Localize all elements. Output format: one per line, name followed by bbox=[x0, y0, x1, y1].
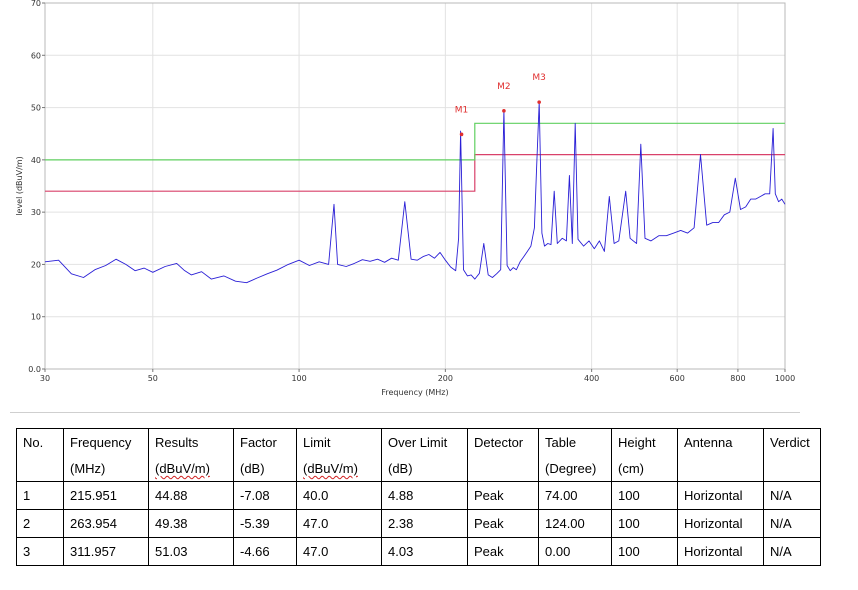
marker-point bbox=[459, 132, 464, 137]
cell-table: 74.00 bbox=[538, 481, 612, 510]
y-tick-label: 20 bbox=[31, 260, 41, 269]
table-header-row: No. Frequency (MHz) Results (dBuV/m) Facto… bbox=[16, 428, 821, 482]
cell-detector: Peak bbox=[467, 537, 539, 566]
cell-results: 44.88 bbox=[148, 481, 234, 510]
marker-point bbox=[537, 100, 541, 104]
cell-results: 51.03 bbox=[148, 537, 234, 566]
y-tick-label: 30 bbox=[31, 208, 41, 217]
chart-svg: 0.0 10 20 30 40 50 60 70 30 50 100 200 400 600 800 1000… bbox=[15, 0, 795, 397]
cell-detector: Peak bbox=[467, 509, 539, 538]
header-cell-over-limit: Over Limit (dB) bbox=[381, 428, 468, 482]
y-tick-label: 50 bbox=[31, 104, 41, 113]
limit-line bbox=[45, 122, 785, 161]
x-axis-title: Frequency (MHz) bbox=[381, 388, 448, 397]
header-cell-height: Height (cm) bbox=[611, 428, 678, 482]
cell-antenna: Horizontal bbox=[677, 509, 764, 538]
y-axis-title: level (dBuV/m) bbox=[15, 156, 24, 215]
cell-antenna: Horizontal bbox=[677, 481, 764, 510]
header-cell-antenna: Antenna bbox=[677, 428, 764, 482]
plot-frame bbox=[44, 2, 786, 370]
cell-table: 0.00 bbox=[538, 537, 612, 566]
marker-label: M1 bbox=[455, 105, 469, 115]
cell-over-limit: 2.38 bbox=[381, 509, 468, 538]
cell-no: 2 bbox=[16, 509, 64, 538]
cell-results: 49.38 bbox=[148, 509, 234, 538]
header-cell-factor: Factor (dB) bbox=[233, 428, 297, 482]
header-cell-frequency: Frequency (MHz) bbox=[63, 428, 149, 482]
cell-frequency: 215.951 bbox=[63, 481, 149, 510]
x-tick-label: 50 bbox=[148, 374, 158, 383]
cell-limit: 47.0 bbox=[296, 509, 382, 538]
y-tick-label: 60 bbox=[31, 51, 41, 60]
x-tick-label: 600 bbox=[670, 374, 685, 383]
cell-limit: 47.0 bbox=[296, 537, 382, 566]
header-cell-limit: Limit (dBuV/m) bbox=[296, 428, 382, 482]
y-tick-label: 40 bbox=[31, 156, 41, 165]
cell-verdict: N/A bbox=[763, 537, 821, 566]
cell-over-limit: 4.88 bbox=[381, 481, 468, 510]
x-tick-label: 1000 bbox=[775, 374, 795, 383]
cell-detector: Peak bbox=[467, 481, 539, 510]
results-table: No. Frequency (MHz) Results (dBuV/m) Facto… bbox=[16, 428, 821, 566]
cell-height: 100 bbox=[611, 537, 678, 566]
header-cell-no: No. bbox=[16, 428, 64, 482]
header-cell-detector: Detector bbox=[467, 428, 539, 482]
cell-no: 3 bbox=[16, 537, 64, 566]
y-tick-label: 10 bbox=[31, 313, 41, 322]
cell-verdict: N/A bbox=[763, 509, 821, 538]
table-row: 1 215.951 44.88 -7.08 40.0 4.88 Peak 74.… bbox=[16, 481, 821, 510]
cell-height: 100 bbox=[611, 509, 678, 538]
marker-label: M3 bbox=[532, 73, 546, 83]
cell-no: 1 bbox=[16, 481, 64, 510]
cell-frequency: 311.957 bbox=[63, 537, 149, 566]
cell-antenna: Horizontal bbox=[677, 537, 764, 566]
x-tick-label: 200 bbox=[438, 374, 453, 383]
cell-over-limit: 4.03 bbox=[381, 537, 468, 566]
limit-line bbox=[45, 154, 785, 192]
y-tick-label: 0.0 bbox=[28, 365, 41, 374]
cell-frequency: 263.954 bbox=[63, 509, 149, 538]
cell-height: 100 bbox=[611, 481, 678, 510]
cell-factor: -7.08 bbox=[233, 481, 297, 510]
cell-factor: -5.39 bbox=[233, 509, 297, 538]
cell-limit: 40.0 bbox=[296, 481, 382, 510]
cell-verdict: N/A bbox=[763, 481, 821, 510]
x-tick-label: 400 bbox=[584, 374, 599, 383]
cell-factor: -4.66 bbox=[233, 537, 297, 566]
section-divider bbox=[10, 412, 800, 413]
table-row: 2 263.954 49.38 -5.39 47.0 2.38 Peak 124… bbox=[16, 509, 821, 538]
marker-label: M2 bbox=[497, 82, 511, 92]
emission-chart: 0.0 10 20 30 40 50 60 70 30 50 100 200 400 600 800 1000… bbox=[15, 0, 795, 397]
header-cell-verdict: Verdict bbox=[763, 428, 821, 482]
cell-table: 124.00 bbox=[538, 509, 612, 538]
y-tick-label: 70 bbox=[31, 0, 41, 8]
x-tick-label: 800 bbox=[730, 374, 745, 383]
x-tick-label: 30 bbox=[40, 374, 50, 383]
plot-area bbox=[45, 3, 785, 369]
table-row: 3 311.957 51.03 -4.66 47.0 4.03 Peak 0.0… bbox=[16, 537, 821, 566]
series-line bbox=[44, 101, 786, 284]
header-cell-results: Results (dBuV/m) bbox=[148, 428, 234, 482]
x-tick-label: 100 bbox=[291, 374, 306, 383]
marker-point bbox=[502, 109, 506, 113]
header-cell-table: Table (Degree) bbox=[538, 428, 612, 482]
